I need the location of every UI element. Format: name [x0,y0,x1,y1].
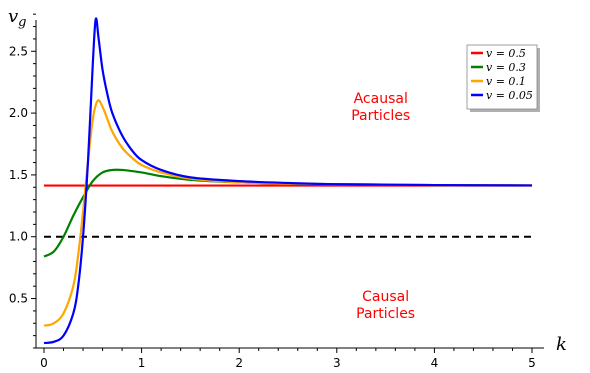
legend: v = 0.5v = 0.3v = 0.1v = 0.05 [466,44,540,112]
legend-entry-label: v = 0.5 [486,47,526,60]
y-tick-label: 0.5 [9,292,28,306]
series-line-2 [43,99,533,327]
x-axis-label: k [556,334,567,355]
x-axis: 0 1 2 3 4 5 [34,347,544,370]
legend-entry-label: v = 0.1 [486,75,526,88]
y-tick-label: 1.5 [9,168,28,182]
y-tick-label: 2.0 [9,106,28,120]
x-tick-label: 3 [333,356,341,370]
y-axis: 0.5 1.0 1.5 2.0 2.5 [9,13,37,349]
annotation-text: Causal [362,289,409,305]
legend-entry-label: v = 0.05 [486,89,533,102]
annotation-text: Acausal [354,91,408,107]
y-axis-label-sub: g [18,15,26,30]
legend-entry-label: v = 0.3 [486,61,526,74]
y-axis-label-main: v [8,6,18,27]
x-tick-label: 0 [40,356,48,370]
legend-box [466,44,538,110]
x-tick-label: 5 [528,356,536,370]
y-axis-label: vg [8,6,27,30]
y-tick-label: 2.5 [9,44,28,58]
x-tick-label: 2 [235,356,243,370]
annotation-text: Particles [351,108,410,124]
series-line-3 [43,17,533,345]
x-tick-label: 4 [431,356,439,370]
y-tick-label: 1.0 [9,230,28,244]
annotation-text: Particles [356,306,415,322]
plot-area [43,17,533,345]
x-tick-label: 1 [138,356,146,370]
